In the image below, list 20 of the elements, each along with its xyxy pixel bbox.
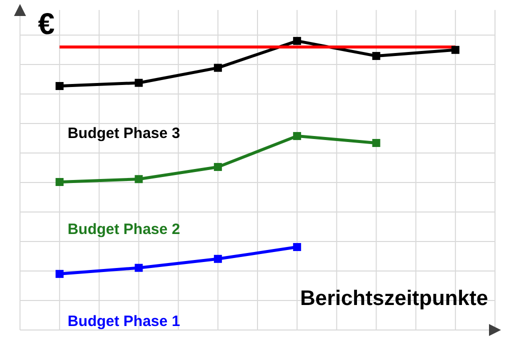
text: Budget Phase 2 [68, 220, 180, 238]
chart-title: € [38, 8, 55, 42]
point [214, 254, 222, 263]
text: Budget Phase 1 [68, 312, 180, 330]
point [56, 178, 64, 186]
point [214, 162, 222, 171]
point [56, 270, 64, 278]
text: Budget Phase 3 [68, 125, 180, 142]
point [56, 82, 64, 90]
point [134, 264, 143, 272]
point [214, 64, 222, 72]
point [293, 36, 302, 45]
point [134, 78, 143, 87]
point [134, 175, 143, 184]
point [451, 46, 460, 54]
x-axis-title: Berichtszeitpunkte [300, 287, 488, 311]
point [372, 52, 380, 60]
point [372, 138, 380, 147]
point [293, 243, 302, 252]
point [293, 132, 302, 140]
